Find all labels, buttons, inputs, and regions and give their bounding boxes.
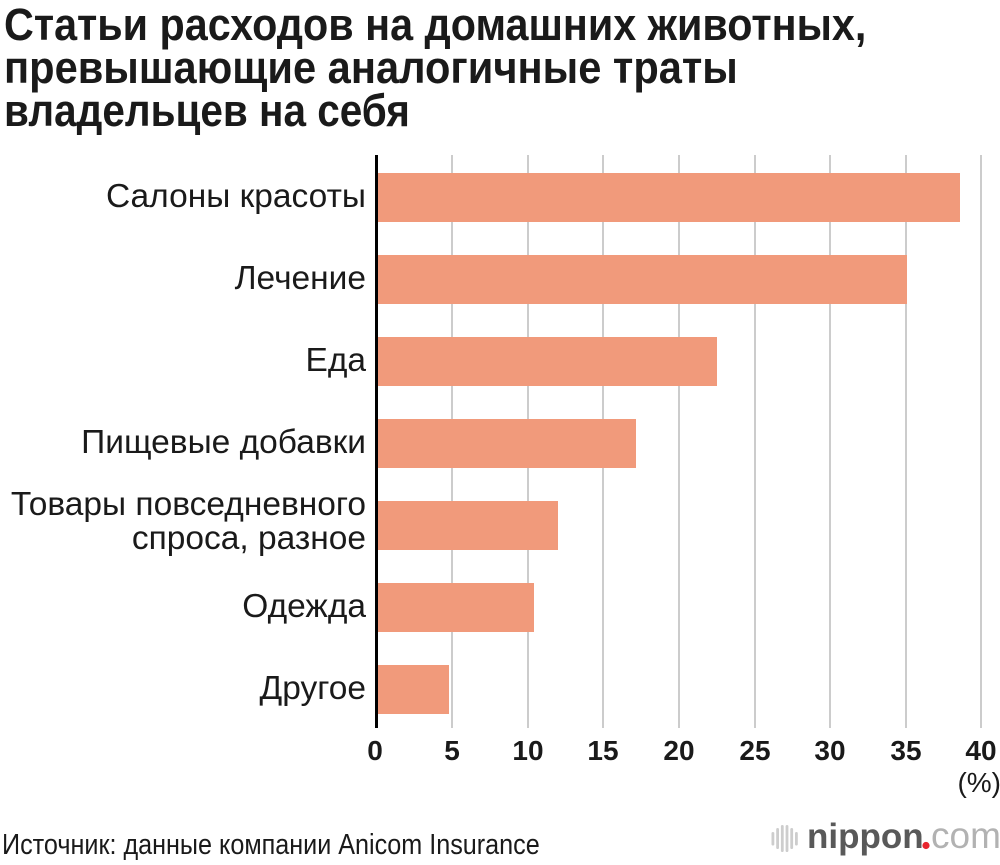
svg-text:com: com bbox=[931, 815, 1000, 856]
svg-text:nippon: nippon bbox=[807, 817, 924, 856]
